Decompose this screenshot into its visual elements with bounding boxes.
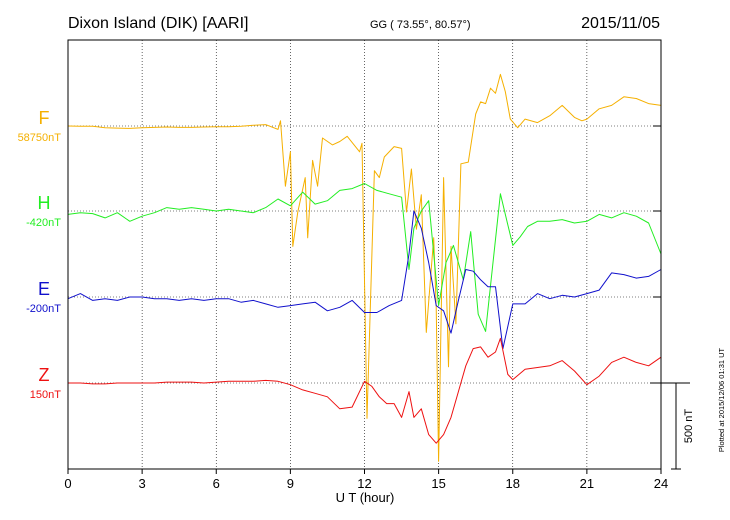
x-tick-label: 15 [431,476,445,491]
series-labels: F 58750nT H -420nT E -200nT Z 150nT [18,108,62,401]
x-tick-label: 12 [357,476,371,491]
series-baseline-E: -200nT [26,303,61,315]
series-layer [67,73,662,462]
plotted-at-note: Plotted at 2015/12/06 01:31 UT [717,347,726,452]
x-tick-label: 3 [139,476,146,491]
x-ticks: 0 3 6 9 12 15 18 21 24 [64,125,668,491]
series-line-E [67,210,662,350]
scale-bar-label: 500 nT [683,409,695,444]
coordinates-label: GG ( 73.55°, 80.57°) [370,19,471,31]
x-tick-label: 0 [64,476,71,491]
series-baseline-F: 58750nT [18,132,62,144]
series-baseline-Z: 150nT [30,389,61,401]
series-line-H [67,183,662,332]
station-title: Dixon Island (DIK) [AARI] [68,15,249,32]
date-label: 2015/11/05 [581,15,660,32]
series-name-H: H [38,193,51,213]
x-axis-label: U T (hour) [336,490,395,505]
x-tick-label: 6 [213,476,220,491]
x-tick-label: 24 [654,476,668,491]
series-name-Z: Z [39,365,50,385]
grid [68,40,661,469]
series-name-F: F [39,108,50,128]
series-line-Z [68,337,662,444]
x-tick-label: 21 [580,476,594,491]
series-name-E: E [38,279,50,299]
series-line-F [67,73,662,462]
x-tick-label: 9 [287,476,294,491]
scale-bar: 500 nT [650,382,695,470]
x-tick-label: 18 [506,476,520,491]
series-baseline-H: -420nT [26,217,61,229]
